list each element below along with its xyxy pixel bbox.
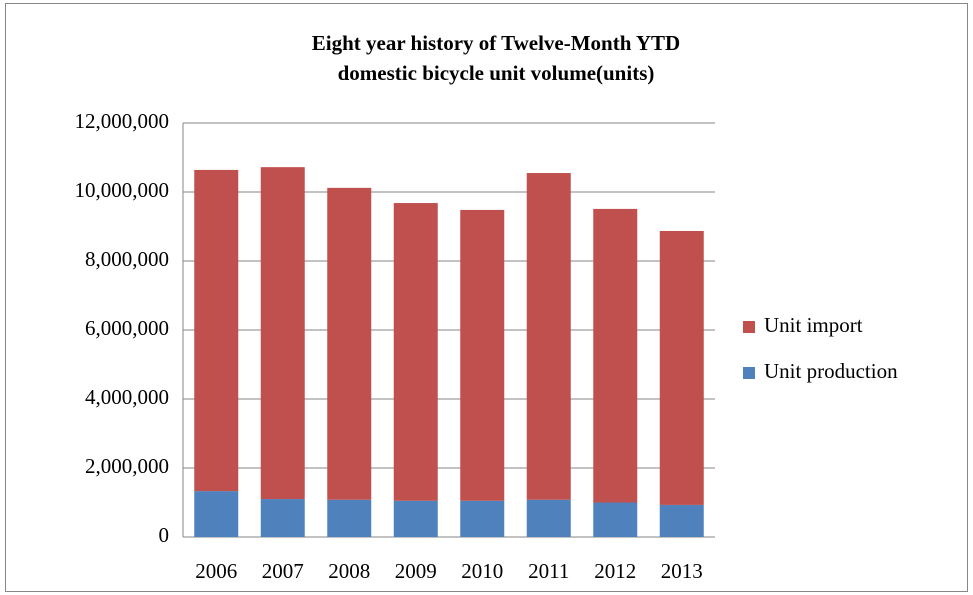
y-tick-label: 8,000,000: [85, 247, 169, 271]
legend-swatch: [743, 367, 755, 379]
bar-segment: [260, 167, 305, 500]
x-tick-label: 2010: [461, 559, 503, 583]
bar-segment: [460, 500, 505, 537]
y-tick-label: 6,000,000: [85, 316, 169, 340]
legend-label: Unit production: [764, 359, 898, 383]
y-tick-label: 2,000,000: [85, 454, 169, 478]
bar-segment: [659, 230, 704, 505]
x-tick-label: 2006: [195, 559, 237, 583]
bar-segment: [593, 208, 638, 503]
bar-segment: [260, 499, 305, 537]
bar-segment: [526, 173, 571, 500]
bar-segment: [526, 499, 571, 537]
x-tick-label: 2008: [328, 559, 370, 583]
bar-segment: [327, 187, 372, 500]
x-tick-label: 2013: [661, 559, 703, 583]
x-tick-label: 2009: [395, 559, 437, 583]
legend-label: Unit import: [764, 313, 863, 337]
chart-title: Eight year history of Twelve-Month YTD do…: [312, 31, 680, 85]
y-tick-label: 4,000,000: [85, 385, 169, 409]
bar-segment: [659, 504, 704, 537]
x-tick-label: 2007: [262, 559, 304, 583]
y-tick-label: 0: [159, 523, 170, 547]
bar-segment: [393, 203, 438, 501]
bar-segment: [194, 491, 239, 537]
x-tick-label: 2011: [528, 559, 569, 583]
bar-segment: [460, 209, 505, 501]
bar-segment: [194, 169, 239, 492]
x-tick-label: 2012: [594, 559, 636, 583]
bar-segment: [593, 502, 638, 537]
bar-segment: [393, 500, 438, 537]
y-tick-label: 10,000,000: [75, 178, 170, 202]
bar-segment: [327, 499, 372, 537]
y-tick-label: 12,000,000: [75, 109, 170, 133]
legend-swatch: [743, 321, 755, 333]
